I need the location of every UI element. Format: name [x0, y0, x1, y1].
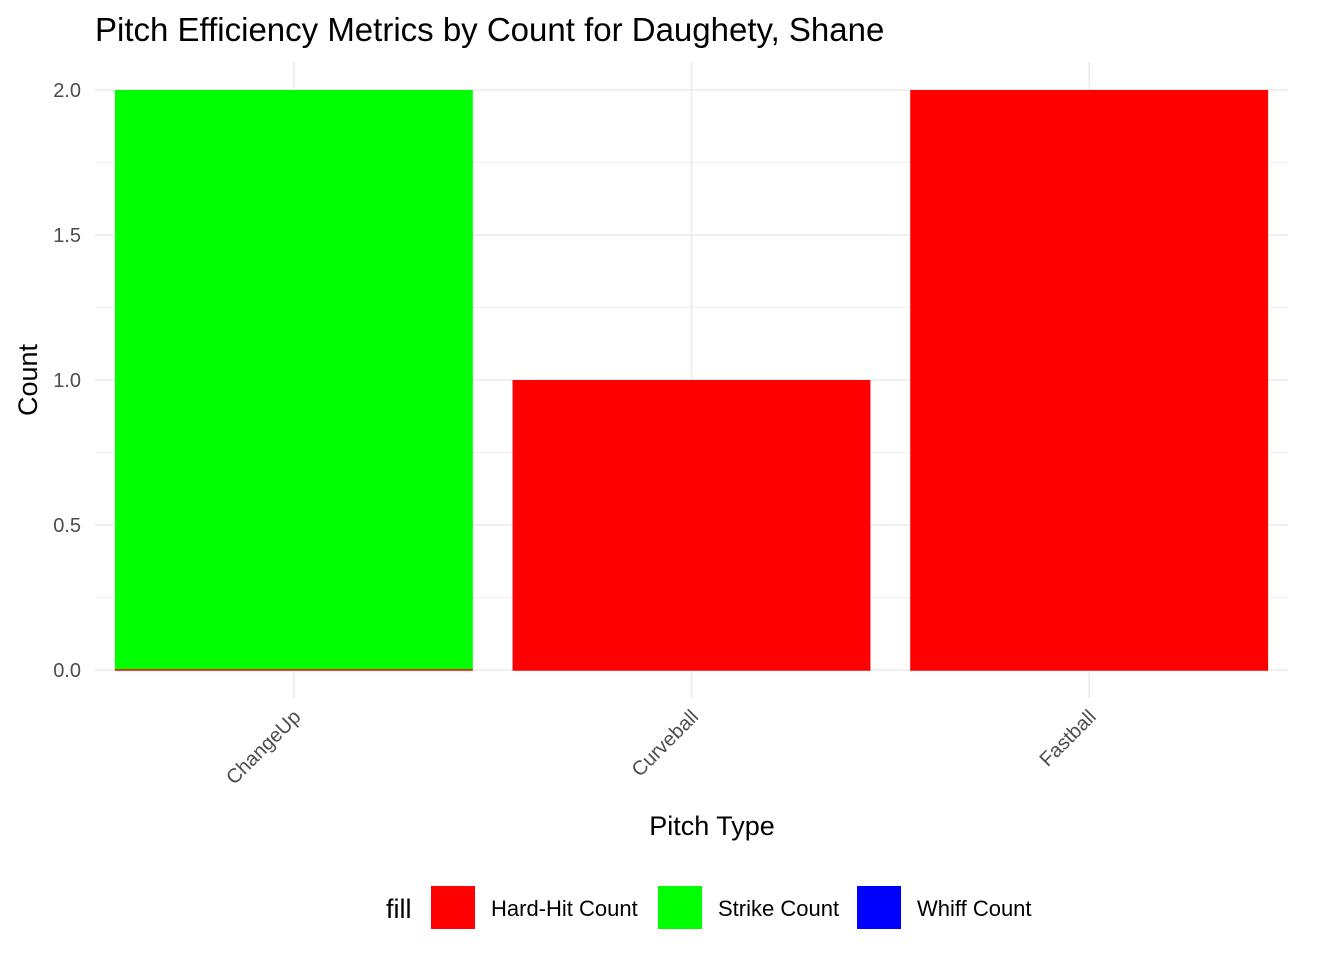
bar-curveball-hard-hit-count: [512, 380, 871, 670]
legend-label: Hard-Hit Count: [491, 896, 638, 921]
legend-label: Strike Count: [718, 896, 839, 921]
bar-fastball-hard-hit-count: [910, 90, 1269, 670]
legend: fill Hard-Hit Count Strike Count Whiff Cou…: [386, 886, 1032, 929]
x-tick-label: ChangeUp: [222, 706, 305, 789]
legend-key-whiff-count: [857, 886, 901, 929]
y-tick-label: 1.0: [53, 370, 81, 392]
legend-items: Hard-Hit Count Strike Count Whiff Count: [431, 886, 1032, 929]
y-tick-label: 2.0: [53, 80, 81, 102]
x-axis-title: Pitch Type: [649, 811, 775, 841]
chart-title: Pitch Efficiency Metrics by Count for Da…: [95, 11, 884, 48]
y-tick-label: 1.5: [53, 225, 81, 247]
bar-changeup-strike-count: [114, 90, 473, 670]
y-tick-label: 0.0: [53, 660, 81, 682]
legend-title: fill: [386, 894, 412, 924]
legend-key-strike-count: [658, 886, 702, 929]
x-tick-labels: ChangeUp Curveball Fastball: [222, 706, 1101, 789]
x-tick-label: Fastball: [1036, 706, 1101, 771]
bars: [114, 90, 1269, 671]
x-tick-label: Curveball: [628, 706, 703, 781]
y-tick-labels: 0.0 0.5 1.0 1.5 2.0: [53, 80, 81, 682]
legend-key-hard-hit-count: [431, 886, 475, 929]
y-axis-title: Count: [13, 343, 43, 416]
y-tick-label: 0.5: [53, 515, 81, 537]
legend-label: Whiff Count: [917, 896, 1032, 921]
